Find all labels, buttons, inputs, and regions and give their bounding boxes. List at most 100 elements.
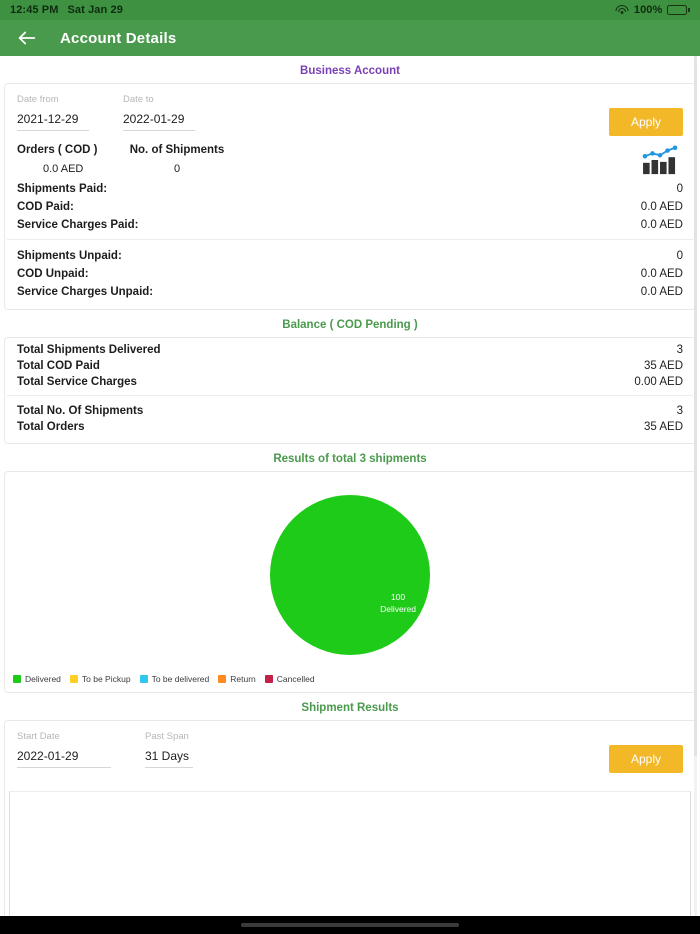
- wifi-icon: [615, 5, 629, 15]
- back-arrow-icon[interactable]: [16, 27, 38, 49]
- row-value: 0.0 AED: [640, 201, 683, 213]
- app-bar: Account Details: [0, 20, 700, 56]
- legend-item[interactable]: Cancelled: [264, 674, 315, 684]
- home-indicator[interactable]: [241, 923, 459, 927]
- legend-item[interactable]: Delivered: [13, 674, 61, 684]
- date-from-input[interactable]: 2021-12-29: [17, 112, 89, 131]
- row-value: 0.0 AED: [640, 286, 683, 298]
- pie-legend: Delivered To be Pickup To be delivered R…: [5, 668, 695, 686]
- legend-label: Return: [230, 674, 256, 684]
- pie-slice-value: 100: [390, 592, 406, 602]
- legend-swatch: [264, 675, 273, 683]
- orders-cod-value: 0.0 AED: [43, 163, 84, 175]
- date-to-input[interactable]: 2022-01-29: [123, 112, 195, 131]
- shipment-results-title: Shipment Results: [301, 702, 399, 714]
- date-from-field[interactable]: Date from 2021-12-29: [17, 94, 89, 131]
- legend-label: Cancelled: [276, 674, 315, 684]
- orders-summary-row: Orders ( COD ) 0.0 AED No. of Shipments …: [5, 140, 695, 176]
- pie-chart: 100 Delivered: [5, 482, 695, 668]
- row-label: COD Paid:: [17, 201, 74, 213]
- results-pie-card: 100 Delivered Delivered To be Pickup To …: [4, 471, 696, 693]
- balance-group-two: Total No. Of Shipments 3 Total Orders 35…: [5, 399, 695, 443]
- balance-card: Total Shipments Delivered 3 Total COD Pa…: [4, 337, 696, 444]
- pie-slice-name: Delivered: [380, 604, 416, 614]
- table-row: COD Unpaid: 0.0 AED: [15, 265, 685, 283]
- status-bar-right: 100%: [615, 4, 690, 16]
- legend-item[interactable]: To be Pickup: [69, 674, 131, 684]
- divider: [7, 239, 693, 240]
- status-bar-left: 12:45 PM Sat Jan 29: [10, 4, 123, 16]
- past-span-label: Past Span: [145, 731, 189, 742]
- page-scrollbar-thumb[interactable]: [694, 56, 697, 756]
- row-value: 0.00 AED: [634, 376, 683, 388]
- legend-swatch: [13, 675, 21, 683]
- date-to-label: Date to: [123, 94, 154, 105]
- legend-item[interactable]: Return: [218, 674, 256, 684]
- start-date-label: Start Date: [17, 731, 60, 742]
- past-span-field[interactable]: Past Span 31 Days: [145, 731, 193, 768]
- legend-label: To be Pickup: [81, 674, 131, 684]
- row-label: Shipments Unpaid:: [17, 250, 122, 262]
- row-value: 35 AED: [644, 360, 683, 372]
- balance-group-one: Total Shipments Delivered 3 Total COD Pa…: [5, 338, 695, 390]
- table-row: Total No. Of Shipments 3: [15, 403, 685, 419]
- shipment-results-apply-button[interactable]: Apply: [609, 745, 683, 773]
- shipment-results-filter-row: Start Date 2022-01-29 Past Span 31 Days …: [5, 721, 695, 777]
- battery-full-icon: [667, 5, 690, 15]
- no-of-shipments-label: No. of Shipments: [129, 144, 225, 156]
- legend-swatch: [218, 675, 227, 683]
- row-label: Total Service Charges: [17, 376, 137, 388]
- business-account-apply-button[interactable]: Apply: [609, 108, 683, 136]
- business-account-card: Date from 2021-12-29 Date to 2022-01-29 …: [4, 83, 696, 310]
- row-value: 0: [676, 250, 683, 262]
- home-indicator-bar: [0, 916, 700, 934]
- row-label: Service Charges Paid:: [17, 219, 139, 231]
- scroll-content: Business Account Date from 2021-12-29 Da…: [0, 56, 700, 916]
- past-span-input[interactable]: 31 Days: [145, 749, 193, 768]
- status-bar: 12:45 PM Sat Jan 29 100%: [0, 0, 700, 20]
- status-date: Sat Jan 29: [67, 4, 123, 16]
- start-date-field[interactable]: Start Date 2022-01-29: [17, 731, 111, 768]
- row-value: 0.0 AED: [640, 268, 683, 280]
- row-value: 3: [676, 405, 683, 417]
- date-from-label: Date from: [17, 94, 59, 105]
- status-time: 12:45 PM: [10, 4, 59, 16]
- legend-item[interactable]: To be delivered: [139, 674, 210, 684]
- legend-label: To be delivered: [151, 674, 210, 684]
- row-label: Service Charges Unpaid:: [17, 286, 154, 298]
- row-label: COD Unpaid:: [17, 268, 89, 280]
- orders-cod-label: Orders ( COD ): [17, 144, 98, 156]
- date-to-field[interactable]: Date to 2022-01-29: [123, 94, 195, 131]
- divider: [7, 395, 693, 396]
- row-value: 0: [676, 183, 683, 195]
- table-row: Total Shipments Delivered 3: [15, 342, 685, 358]
- table-row: Total Orders 35 AED: [15, 419, 685, 435]
- table-row: Total COD Paid 35 AED: [15, 358, 685, 374]
- pie-slice-label: 100 Delivered: [380, 591, 416, 615]
- balance-title: Balance ( COD Pending ): [282, 319, 418, 331]
- legend-swatch: [69, 675, 78, 683]
- table-row: Service Charges Paid: 0.0 AED: [15, 216, 685, 234]
- business-account-title: Business Account: [300, 65, 400, 77]
- paid-summary-block: Shipments Paid: 0 COD Paid: 0.0 AED Serv…: [5, 176, 695, 234]
- unpaid-summary-block: Shipments Unpaid: 0 COD Unpaid: 0.0 AED …: [5, 243, 695, 309]
- bar-chart-icon: [641, 144, 679, 176]
- no-of-shipments-column: No. of Shipments 0: [117, 144, 237, 175]
- start-date-input[interactable]: 2022-01-29: [17, 749, 111, 768]
- page-title: Account Details: [60, 29, 177, 47]
- row-label: Shipments Paid:: [17, 183, 108, 195]
- row-label: Total Shipments Delivered: [17, 344, 161, 356]
- battery-percent-label: 100%: [633, 4, 663, 16]
- row-value: 0.0 AED: [640, 219, 683, 231]
- table-row: Total Service Charges 0.00 AED: [15, 374, 685, 390]
- table-row: COD Paid: 0.0 AED: [15, 198, 685, 216]
- row-value: 35 AED: [644, 421, 683, 433]
- shipment-results-card: Start Date 2022-01-29 Past Span 31 Days …: [4, 720, 696, 916]
- pie-slice-delivered[interactable]: 100 Delivered: [270, 495, 430, 655]
- legend-label: Delivered: [25, 674, 61, 684]
- no-of-shipments-value: 0: [173, 163, 181, 175]
- legend-swatch: [139, 675, 148, 683]
- table-row: Shipments Paid: 0: [15, 180, 685, 198]
- row-label: Total No. Of Shipments: [17, 405, 144, 417]
- orders-cod-column: Orders ( COD ) 0.0 AED: [17, 144, 117, 175]
